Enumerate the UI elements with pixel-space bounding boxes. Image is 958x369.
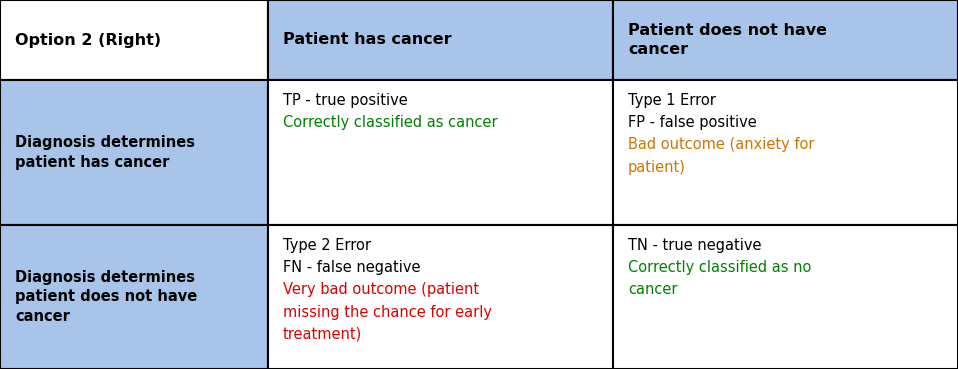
Bar [268,225,613,369]
Text: FP - false positive: FP - false positive [628,115,757,130]
Text: missing the chance for early: missing the chance for early [283,305,492,320]
Text: cancer: cancer [628,282,677,297]
Bar [268,0,613,80]
Text: Correctly classified as no: Correctly classified as no [628,260,811,275]
Text: Patient has cancer: Patient has cancer [283,32,451,48]
Text: TP - true positive: TP - true positive [283,93,408,108]
Text: Bad outcome (anxiety for: Bad outcome (anxiety for [628,137,814,152]
Text: Correctly classified as cancer: Correctly classified as cancer [283,115,497,130]
Bar [613,80,958,225]
Bar [0,80,268,225]
Text: Very bad outcome (patient: Very bad outcome (patient [283,282,479,297]
Text: Type 2 Error: Type 2 Error [283,238,371,253]
Text: Diagnosis determines
patient does not have
cancer: Diagnosis determines patient does not ha… [15,270,197,324]
Text: Patient does not have
cancer: Patient does not have cancer [628,23,827,57]
Bar [0,0,268,80]
Text: FN - false negative: FN - false negative [283,260,421,275]
Text: Option 2 (Right): Option 2 (Right) [15,32,161,48]
Bar [613,0,958,80]
Text: treatment): treatment) [283,327,362,342]
Bar [268,80,613,225]
Text: Type 1 Error: Type 1 Error [628,93,716,108]
Bar [613,225,958,369]
Text: TN - true negative: TN - true negative [628,238,762,253]
Text: Diagnosis determines
patient has cancer: Diagnosis determines patient has cancer [15,135,195,170]
Bar [0,225,268,369]
Text: patient): patient) [628,160,686,175]
